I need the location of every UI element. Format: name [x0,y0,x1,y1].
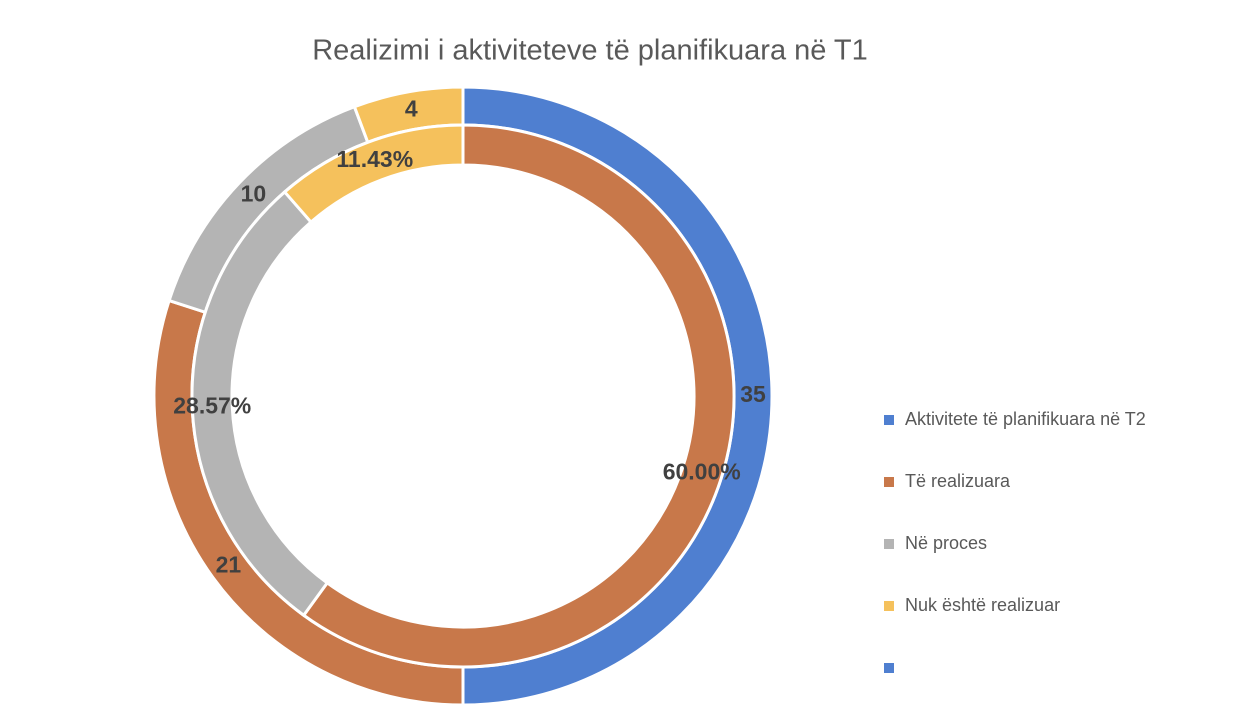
legend-label: Nuk është realizuar [905,595,1060,615]
legend-label: Të realizuara [905,471,1011,491]
legend-marker [884,415,894,425]
legend-label: Aktivitete të planifikuara në T2 [905,409,1146,429]
data-label: 10 [241,181,267,207]
donut-segment [301,123,736,669]
data-label: 11.43% [336,146,413,172]
data-label: 21 [216,552,242,578]
data-label: 28.57% [173,392,251,418]
data-label: 4 [405,96,418,122]
legend-marker [884,663,894,673]
chart-title: Realizimi i aktiviteteve të planifikuara… [312,35,868,67]
donut-segment [282,123,465,225]
legend-marker [884,477,894,487]
data-label: 35 [740,381,766,407]
data-label: 60.00% [663,459,741,485]
legend-marker [884,601,894,611]
legend-marker [884,539,894,549]
legend-label: Në proces [905,533,987,553]
